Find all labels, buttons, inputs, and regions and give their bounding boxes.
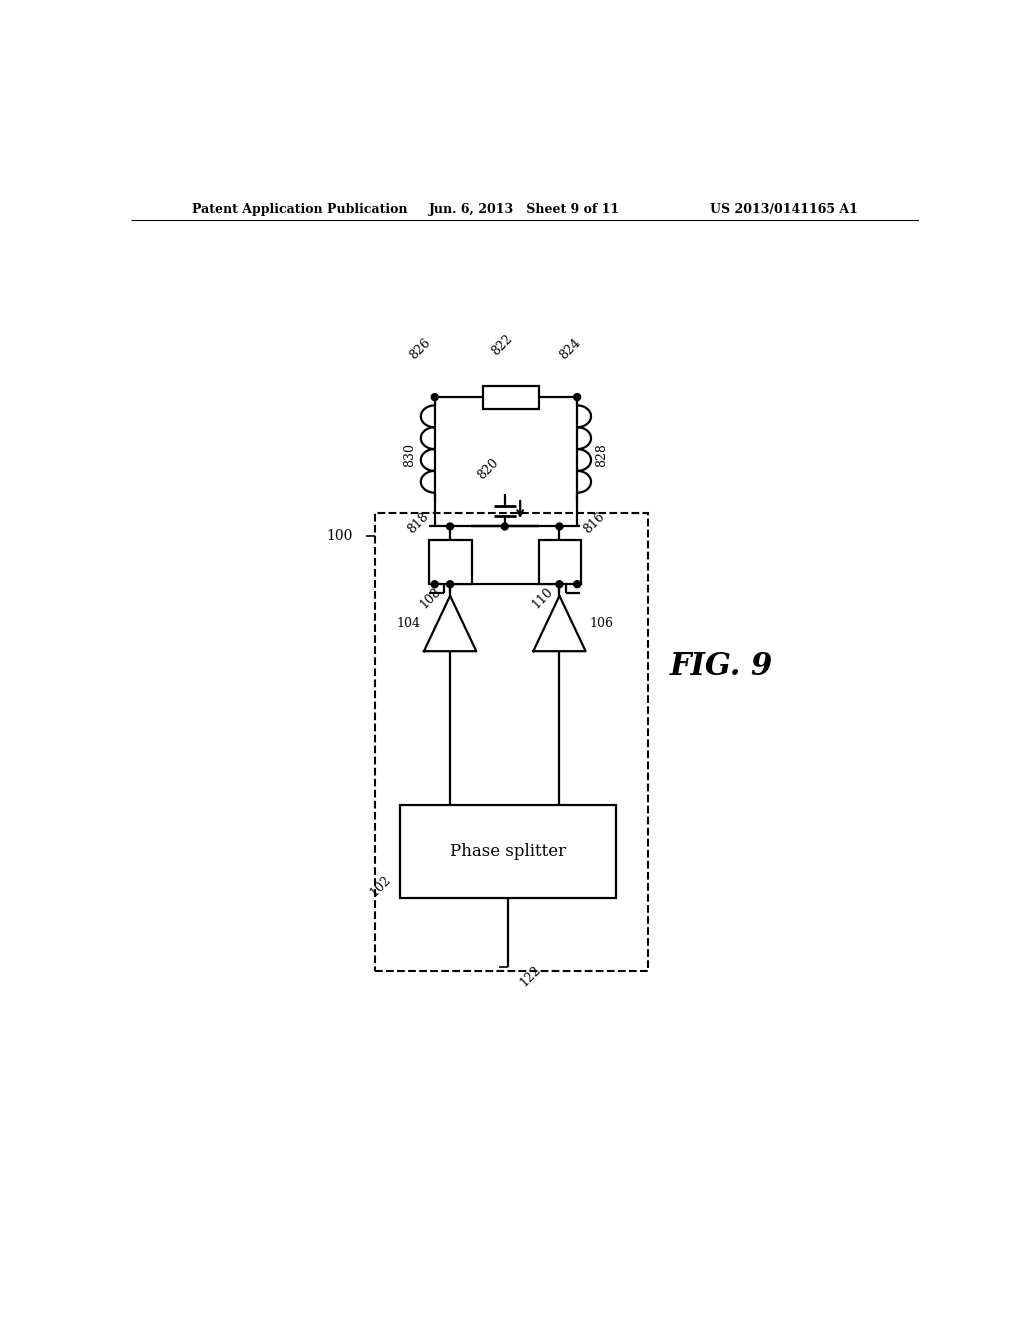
Text: Patent Application Publication: Patent Application Publication — [193, 203, 408, 216]
Circle shape — [446, 523, 454, 529]
Text: 108: 108 — [418, 585, 444, 611]
Circle shape — [431, 393, 438, 400]
Text: 100: 100 — [326, 529, 352, 543]
Text: 822: 822 — [488, 333, 515, 359]
Text: 106: 106 — [590, 616, 613, 630]
Bar — [429, 540, 472, 585]
Bar — [400, 805, 615, 898]
Text: 820: 820 — [475, 457, 501, 483]
Text: 122: 122 — [517, 964, 543, 989]
Text: 816: 816 — [581, 511, 607, 536]
Bar — [539, 540, 581, 585]
Circle shape — [502, 523, 508, 529]
Text: 818: 818 — [404, 511, 431, 536]
Circle shape — [573, 393, 581, 400]
Text: Phase splitter: Phase splitter — [450, 843, 566, 859]
Text: 102: 102 — [368, 873, 394, 899]
Circle shape — [446, 581, 454, 587]
Text: US 2013/0141165 A1: US 2013/0141165 A1 — [710, 203, 857, 216]
Bar — [376, 512, 648, 970]
Text: 104: 104 — [396, 616, 420, 630]
Circle shape — [573, 581, 581, 587]
Text: 824: 824 — [557, 337, 584, 363]
Circle shape — [556, 523, 563, 529]
Text: 828: 828 — [595, 444, 608, 467]
Text: FIG. 9: FIG. 9 — [670, 651, 773, 682]
Bar — [483, 385, 539, 409]
Text: Jun. 6, 2013   Sheet 9 of 11: Jun. 6, 2013 Sheet 9 of 11 — [429, 203, 621, 216]
Text: 830: 830 — [403, 442, 417, 467]
Text: 826: 826 — [408, 337, 433, 363]
Text: 110: 110 — [529, 585, 556, 611]
Circle shape — [431, 581, 438, 587]
Circle shape — [556, 581, 563, 587]
